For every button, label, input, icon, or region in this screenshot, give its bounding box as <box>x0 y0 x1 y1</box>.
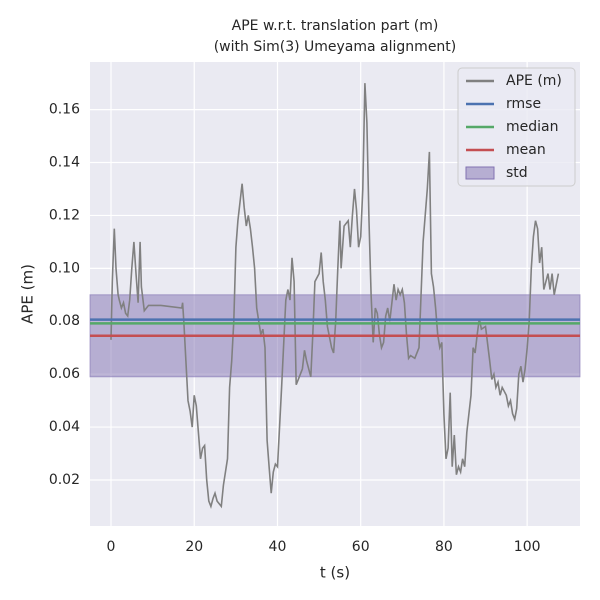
y-tick-label: 0.10 <box>49 260 80 276</box>
x-tick-label: 40 <box>269 539 287 555</box>
x-tick-label: 20 <box>185 539 203 555</box>
x-tick-label: 80 <box>435 539 453 555</box>
ape-line <box>110 83 560 509</box>
x-tick-label: 60 <box>352 539 370 555</box>
legend-box <box>457 67 576 187</box>
y-tick-label: 0.02 <box>49 472 80 488</box>
y-tick-label: 0.12 <box>49 207 80 223</box>
y-tick-label: 0.14 <box>49 155 80 171</box>
legend-swatch <box>465 166 495 180</box>
y-axis-label: APE (m) <box>19 264 37 324</box>
legend-label: median <box>506 119 558 135</box>
x-axis-label: t (s) <box>320 564 350 582</box>
x-tick-label: 100 <box>514 539 541 555</box>
legend-label: APE (m) <box>506 73 562 89</box>
legend-label: std <box>506 165 528 181</box>
legend-label: rmse <box>506 96 541 112</box>
y-tick-label: 0.16 <box>49 102 80 118</box>
legend-label: mean <box>506 142 546 158</box>
chart-title: APE w.r.t. translation part (m) <box>232 18 439 34</box>
y-tick-label: 0.08 <box>49 313 80 329</box>
x-tick-label: 0 <box>107 539 116 555</box>
y-tick-label: 0.04 <box>49 419 80 435</box>
chart-subtitle: (with Sim(3) Umeyama alignment) <box>214 39 457 55</box>
y-tick-label: 0.06 <box>49 366 80 382</box>
